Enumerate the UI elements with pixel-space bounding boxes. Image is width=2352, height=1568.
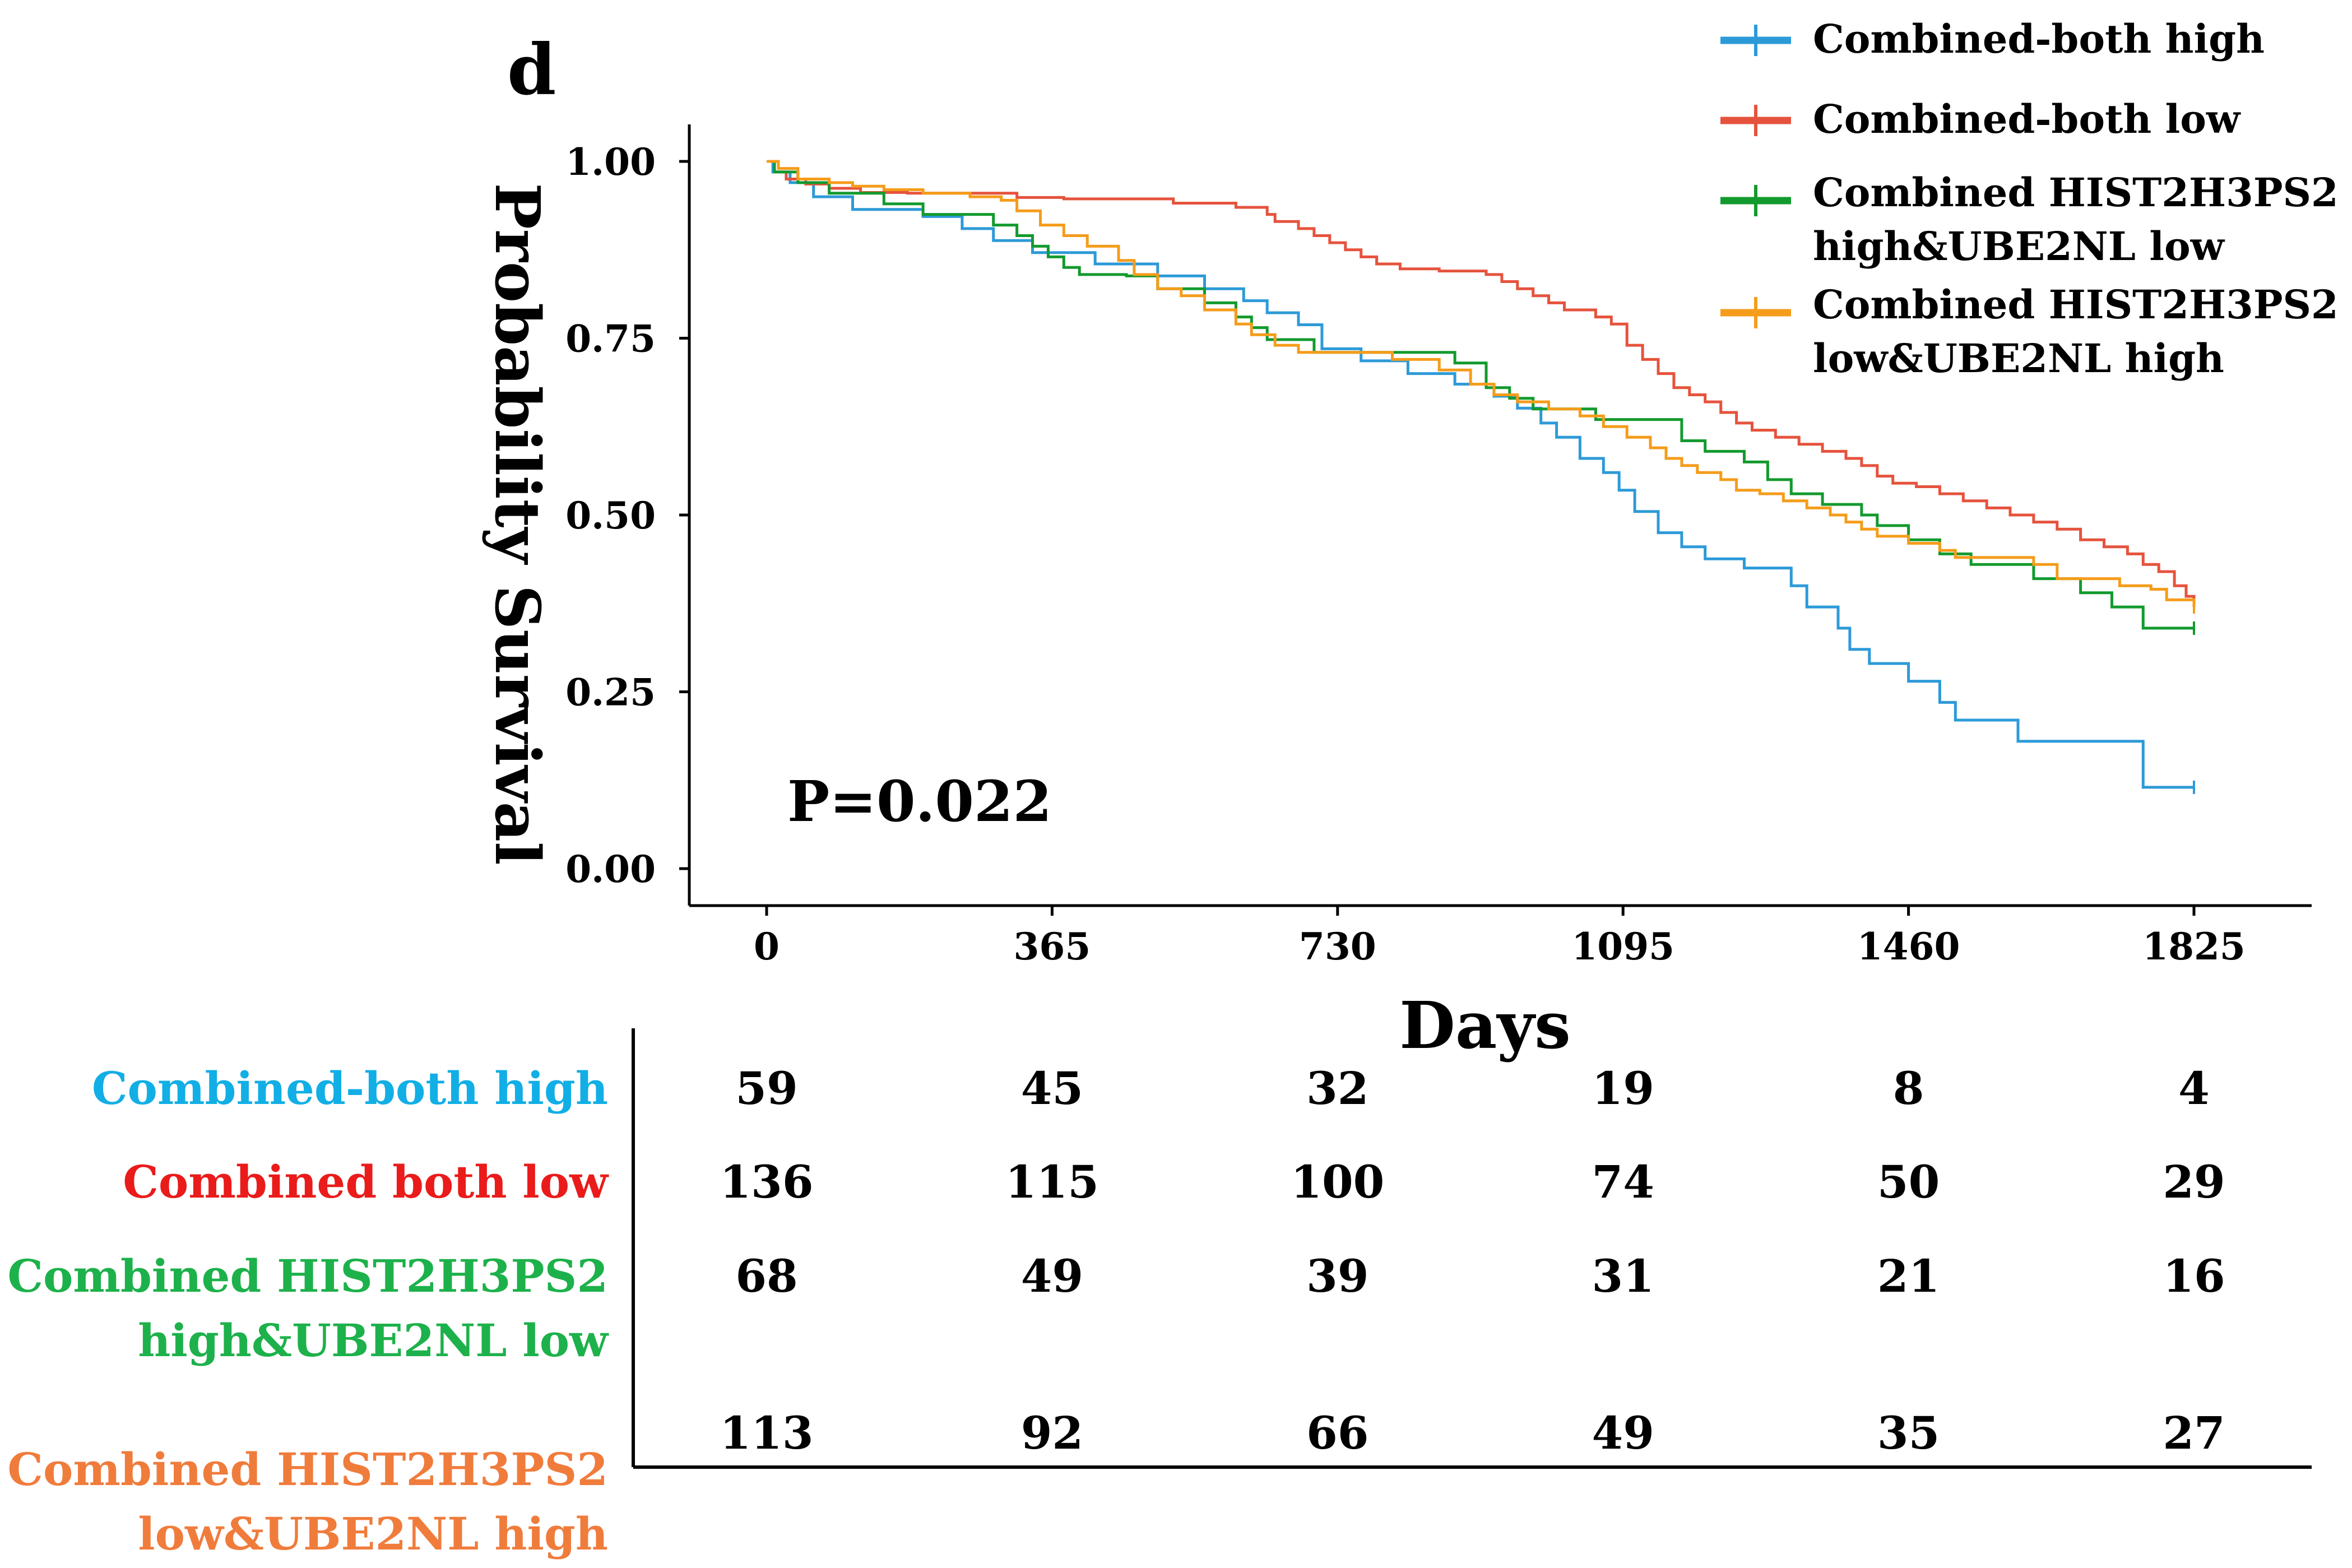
y-ticks: 0.00 0.25 0.50 0.75 1.00: [565, 140, 689, 891]
x-tick-label: 1460: [1857, 925, 1960, 968]
risk-count: 113: [720, 1407, 814, 1459]
risk-row-label: low&UBE2NL high: [138, 1507, 608, 1560]
risk-table: Combined-both high 59 45 32 19 8 4 Combined bot…: [7, 1028, 2312, 1560]
risk-count: 35: [1877, 1407, 1940, 1459]
risk-count: 32: [1306, 1062, 1368, 1115]
legend-label: low&UBE2NL high: [1813, 335, 2224, 382]
risk-count: 8: [1893, 1062, 1924, 1115]
x-tick-label: 1095: [1571, 925, 1674, 968]
risk-count: 45: [1021, 1062, 1083, 1115]
risk-count: 68: [735, 1250, 797, 1302]
risk-count: 16: [2163, 1250, 2225, 1302]
risk-count: 115: [1005, 1156, 1099, 1208]
y-tick-label: 0.00: [565, 847, 656, 891]
plot-area: 0.00 0.25 0.50 0.75 1.00 0 365 730 1095 1460 1825: [565, 124, 2312, 968]
risk-row-label: Combined both low: [123, 1156, 609, 1208]
x-axis-label: Days: [1399, 988, 1571, 1064]
risk-count: 31: [1592, 1250, 1654, 1302]
x-ticks: 0 365 730 1095 1460 1825: [754, 906, 2246, 968]
curve-combined-hist2h3ps2-high-ube2nl-low: [767, 160, 2194, 630]
legend-label: high&UBE2NL low: [1813, 223, 2225, 270]
panel-label: d: [507, 29, 556, 111]
risk-row-label: Combined-both high: [92, 1062, 608, 1115]
legend-label: Combined-both high: [1813, 16, 2265, 62]
curve-combined-both-low: [767, 160, 2196, 604]
risk-count: 100: [1291, 1156, 1384, 1208]
risk-row-label: Combined HIST2H3PS2: [7, 1443, 608, 1496]
risk-count: 19: [1592, 1062, 1654, 1115]
legend-label: Combined-both low: [1813, 96, 2241, 142]
risk-row-label: Combined HIST2H3PS2: [7, 1250, 608, 1302]
x-tick-label: 730: [1299, 925, 1376, 968]
risk-count: 92: [1021, 1407, 1083, 1459]
risk-count: 50: [1877, 1156, 1940, 1208]
risk-count: 39: [1306, 1250, 1368, 1302]
risk-count: 27: [2163, 1407, 2225, 1459]
risk-count: 29: [2163, 1156, 2225, 1208]
survival-curves: [767, 160, 2196, 794]
risk-count: 74: [1592, 1156, 1654, 1208]
risk-count: 4: [2178, 1062, 2210, 1115]
risk-count: 49: [1021, 1250, 1083, 1302]
risk-row-label: high&UBE2NL low: [138, 1314, 609, 1367]
y-tick-label: 0.25: [565, 671, 656, 715]
risk-table-rows: Combined-both high 59 45 32 19 8 4 Combined bot…: [7, 1062, 2225, 1560]
legend-label: Combined HIST2H3PS2: [1813, 169, 2339, 216]
risk-count: 21: [1877, 1250, 1940, 1302]
y-tick-label: 1.00: [565, 140, 656, 184]
risk-count: 136: [720, 1156, 814, 1208]
curve-combined-hist2h3ps2-low-ube2nl-high: [767, 160, 2196, 607]
x-tick-label: 1825: [2142, 925, 2246, 968]
x-tick-label: 365: [1014, 925, 1091, 968]
risk-count: 59: [735, 1062, 797, 1115]
risk-count: 49: [1592, 1407, 1654, 1459]
y-tick-label: 0.50: [565, 494, 656, 537]
x-tick-label: 0: [754, 925, 780, 968]
risk-count: 66: [1306, 1407, 1368, 1459]
legend: Combined-both high Combined-both low Combi…: [1720, 16, 2339, 382]
y-axis-label: Probability Survival: [481, 183, 554, 865]
legend-label: Combined HIST2H3PS2: [1813, 281, 2339, 328]
y-tick-label: 0.75: [565, 317, 656, 361]
p-value: P=0.022: [787, 768, 1052, 834]
